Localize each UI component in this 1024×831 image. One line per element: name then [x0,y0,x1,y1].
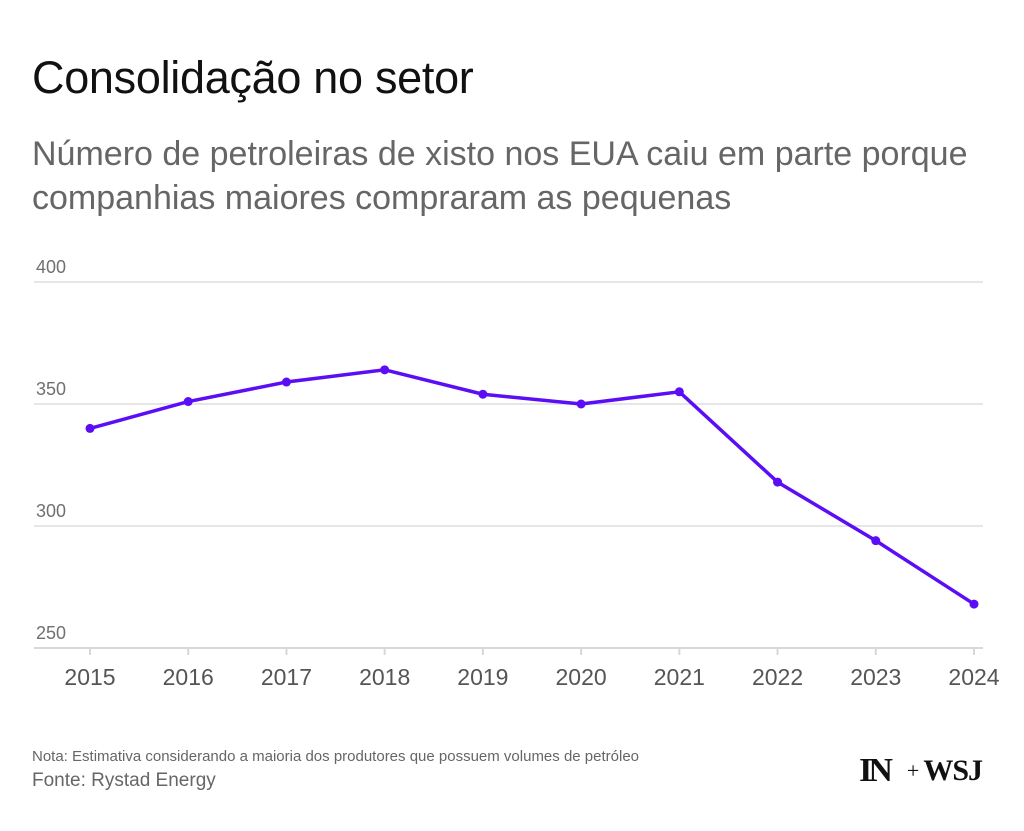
y-tick-label: 300 [36,501,66,521]
footnote: Nota: Estimativa considerando a maioria … [32,748,640,765]
data-point-2022 [773,477,783,487]
data-point-2019 [478,389,488,399]
data-point-2023 [871,536,881,546]
y-tick-label: 250 [36,623,66,643]
x-tick-label: 2017 [261,664,312,690]
x-tick-label: 2024 [948,664,999,690]
grid-lines [34,281,983,649]
data-point-2016 [183,397,193,407]
chart-subtitle: Número de petroleiras de xisto nos EUA c… [32,135,968,217]
data-point-2017 [281,377,291,387]
data-point-2020 [576,399,586,409]
x-tick-label: 2016 [163,664,214,690]
x-tick-label: 2015 [64,664,115,690]
series-layer [85,365,979,609]
publisher-logo: IN + WSJ [859,752,983,790]
chart-title: Consolidação no setor [32,52,474,103]
logo-in: IN [859,752,893,789]
y-axis-ticks: 400 350 300 250 [36,257,66,643]
x-tick-label: 2023 [850,664,901,690]
x-tick-label: 2018 [359,664,410,690]
data-point-2024 [969,599,979,609]
logo-plus: + [906,758,920,783]
x-tick-label: 2022 [752,664,803,690]
y-tick-label: 350 [36,379,66,399]
y-tick-label: 400 [36,257,66,277]
logo-wsj: WSJ [923,754,983,787]
x-tick-label: 2019 [457,664,508,690]
x-axis-ticks: 2015 2016 2017 2018 2019 2020 2021 2022 2023 2024 [64,648,1000,690]
source-note: Fonte: Rystad Energy [32,770,216,791]
data-point-2018 [380,365,390,375]
x-tick-label: 2020 [556,664,607,690]
data-point-2015 [85,423,95,433]
line-chart: 400 350 300 250 2015 2016 2017 2018 2019 2020 202… [34,257,1000,690]
data-point-2021 [674,387,684,397]
x-tick-label: 2021 [654,664,705,690]
series-line [88,368,976,606]
